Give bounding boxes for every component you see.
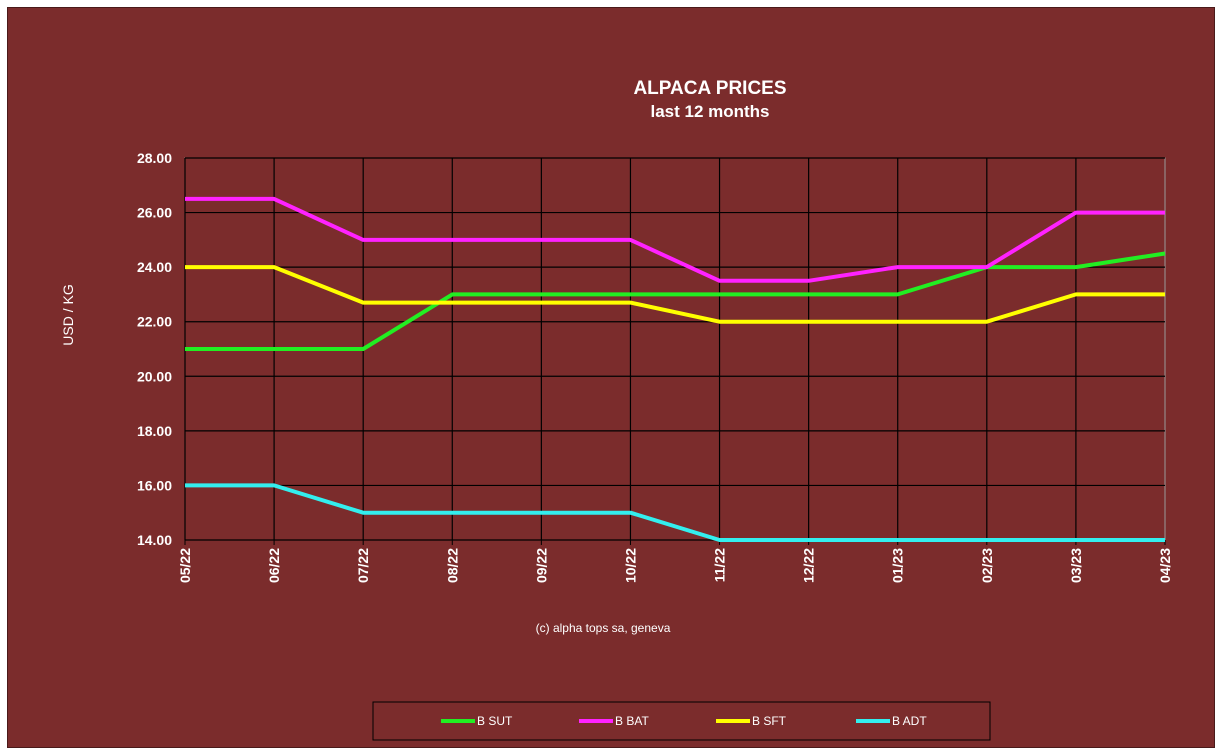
- x-tick-label: 02/23: [979, 548, 995, 583]
- y-tick-label: 24.00: [137, 259, 172, 275]
- x-tick-label: 08/22: [444, 548, 460, 583]
- chart-background: [7, 7, 1215, 748]
- x-tick-label: 10/22: [622, 548, 638, 583]
- x-tick-label: 06/22: [266, 548, 282, 583]
- x-tick-label: 07/22: [355, 548, 371, 583]
- x-tick-label: 05/22: [177, 548, 193, 583]
- copyright-credit: (c) alpha tops sa, geneva: [536, 621, 671, 635]
- legend-label: B SUT: [477, 714, 513, 728]
- legend-label: B SFT: [752, 714, 787, 728]
- x-tick-label: 12/22: [801, 548, 817, 583]
- chart-title: ALPACA PRICES: [633, 78, 786, 99]
- x-tick-label: 09/22: [533, 548, 549, 583]
- legend-label: B ADT: [892, 714, 927, 728]
- chart-subtitle: last 12 months: [650, 102, 769, 121]
- y-axis-label: USD / KG: [60, 284, 76, 345]
- series-line-b-sft: [185, 265, 1165, 324]
- y-tick-label: 28.00: [137, 150, 172, 166]
- series-line-b-sut: [185, 251, 1166, 351]
- series-line-b-adt: [185, 483, 1165, 542]
- legend: B SUT B BAT B SFT B ADT: [441, 714, 927, 728]
- y-tick-label: 14.00: [137, 532, 172, 548]
- y-tick-label: 22.00: [137, 314, 172, 330]
- x-tick-label: 01/23: [890, 548, 906, 583]
- x-tick-label: 11/22: [712, 548, 728, 582]
- y-tick-label: 26.00: [137, 205, 172, 221]
- legend-label: B BAT: [615, 714, 649, 728]
- y-tick-label: 18.00: [137, 423, 172, 439]
- series-line-b-bat: [185, 196, 1165, 283]
- y-tick-label: 16.00: [137, 477, 172, 493]
- x-tick-label: 04/23: [1157, 548, 1173, 583]
- y-tick-label: 20.00: [137, 368, 172, 384]
- legend-box: [372, 701, 991, 741]
- plot-area: 14.00 16.00 18.00 20.00 22.00 24.00 26.00 28.00…: [137, 150, 1173, 583]
- x-tick-label: 03/23: [1068, 548, 1084, 583]
